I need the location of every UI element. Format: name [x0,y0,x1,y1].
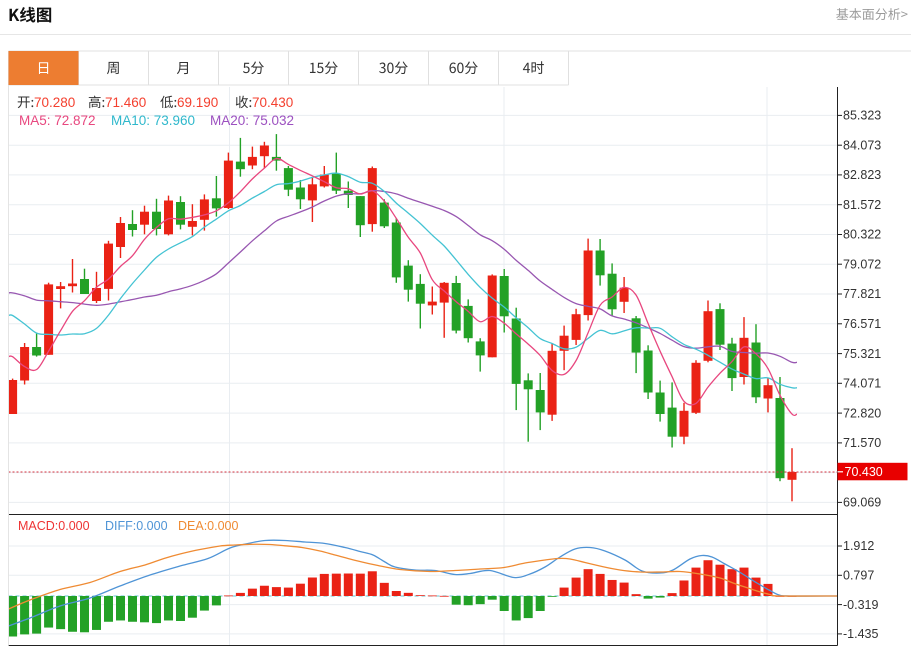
svg-text:MA5: 72.872: MA5: 72.872 [19,113,96,128]
svg-text:75.321: 75.321 [843,347,881,361]
svg-text:0.797: 0.797 [843,569,874,583]
svg-text:85.323: 85.323 [843,109,881,123]
svg-text:70.430: 70.430 [252,95,293,110]
svg-text:MA20: 75.032: MA20: 75.032 [210,113,294,128]
svg-text:DIFF:0.000: DIFF:0.000 [105,519,168,533]
svg-text:69.190: 69.190 [177,95,218,110]
svg-text:74.071: 74.071 [843,377,881,391]
svg-text:81.572: 81.572 [843,198,881,212]
svg-text:69.069: 69.069 [843,496,881,510]
svg-text:71.460: 71.460 [105,95,146,110]
svg-text:70.280: 70.280 [34,95,75,110]
svg-text:-1.435: -1.435 [843,627,878,641]
svg-text:-0.319: -0.319 [843,598,878,612]
svg-text:84.073: 84.073 [843,138,881,152]
svg-text:70.430: 70.430 [845,465,883,479]
svg-text:MACD:0.000: MACD:0.000 [18,519,90,533]
svg-text:71.570: 71.570 [843,436,881,450]
svg-text:79.072: 79.072 [843,257,881,271]
svg-text:76.571: 76.571 [843,317,881,331]
svg-text:72.820: 72.820 [843,406,881,420]
svg-text:1.912: 1.912 [843,539,874,553]
svg-text:82.823: 82.823 [843,168,881,182]
svg-text:80.322: 80.322 [843,228,881,242]
svg-text:DEA:0.000: DEA:0.000 [178,519,239,533]
svg-text:77.821: 77.821 [843,287,881,301]
svg-text:MA10: 73.960: MA10: 73.960 [111,113,195,128]
